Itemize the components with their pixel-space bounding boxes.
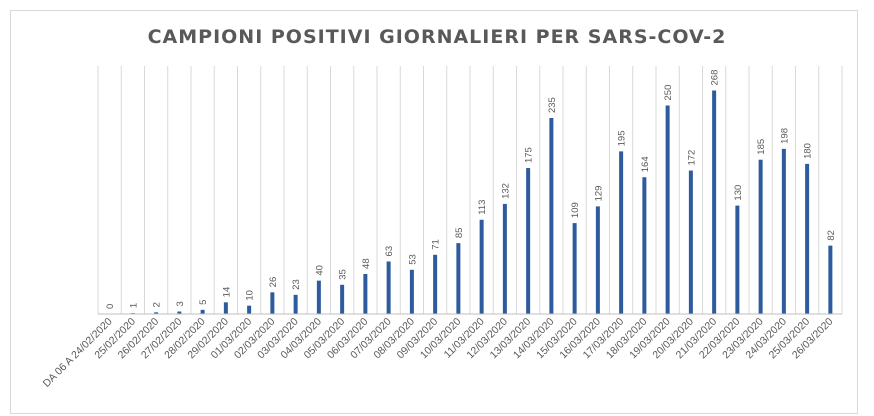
gridlines — [97, 66, 843, 314]
bar — [805, 163, 810, 314]
bar — [177, 311, 182, 314]
bar — [526, 168, 531, 314]
bar — [340, 284, 345, 314]
bar — [223, 302, 228, 314]
bar — [433, 254, 438, 314]
data-label: 172 — [686, 150, 697, 166]
data-label: 180 — [803, 143, 814, 159]
data-label: 82 — [826, 230, 837, 241]
data-label: 132 — [500, 183, 511, 199]
data-label: 48 — [361, 258, 372, 269]
data-label: 198 — [779, 128, 790, 144]
bar — [688, 170, 693, 314]
bar — [712, 90, 717, 314]
bar — [293, 294, 298, 314]
data-label: 71 — [431, 239, 442, 250]
x-axis: DA 06 A 24/02/202025/02/202026/02/202027… — [41, 313, 842, 390]
bar — [502, 203, 507, 314]
bar — [409, 269, 414, 314]
bar — [619, 151, 624, 314]
bar — [595, 206, 600, 314]
bar — [665, 105, 670, 314]
data-label: 1 — [128, 303, 139, 308]
data-label: 23 — [291, 279, 302, 290]
data-label: 129 — [593, 186, 604, 202]
bar — [270, 292, 275, 314]
data-label: 130 — [733, 185, 744, 201]
data-label: 5 — [198, 300, 209, 305]
bar — [758, 159, 763, 314]
bar — [781, 148, 786, 314]
bar — [386, 261, 391, 314]
bar — [549, 118, 554, 314]
data-label: 14 — [221, 287, 232, 298]
bar — [572, 223, 577, 314]
data-label: 109 — [570, 202, 581, 218]
bar — [316, 280, 321, 314]
bar — [735, 205, 740, 314]
bar — [200, 309, 205, 314]
data-label: 235 — [547, 97, 558, 113]
data-label: 63 — [384, 246, 395, 257]
bar — [479, 219, 484, 314]
data-label: 35 — [338, 269, 349, 280]
data-label: 0 — [105, 304, 116, 309]
data-label: 195 — [617, 131, 628, 147]
data-label: 268 — [710, 70, 721, 86]
data-label: 3 — [175, 301, 186, 306]
data-label: 2 — [152, 302, 163, 307]
data-label: 175 — [524, 147, 535, 163]
data-label: 53 — [407, 254, 418, 265]
data-label: 10 — [245, 290, 256, 301]
data-label: 250 — [663, 85, 674, 101]
data-label: 26 — [268, 277, 279, 288]
bar — [154, 312, 159, 314]
bar — [247, 305, 252, 314]
bar — [642, 177, 647, 314]
bar — [363, 273, 368, 314]
bar — [456, 243, 461, 314]
data-label: 164 — [640, 156, 651, 172]
bar — [828, 245, 833, 314]
data-label: 185 — [756, 139, 767, 155]
data-label: 113 — [477, 200, 488, 215]
data-label: 40 — [314, 265, 325, 276]
bars — [130, 90, 833, 314]
data-label: 85 — [454, 228, 465, 239]
chart-title: CAMPIONI POSITIVI GIORNALIERI PER SARS-C… — [147, 26, 727, 48]
chart-frame — [10, 10, 858, 414]
